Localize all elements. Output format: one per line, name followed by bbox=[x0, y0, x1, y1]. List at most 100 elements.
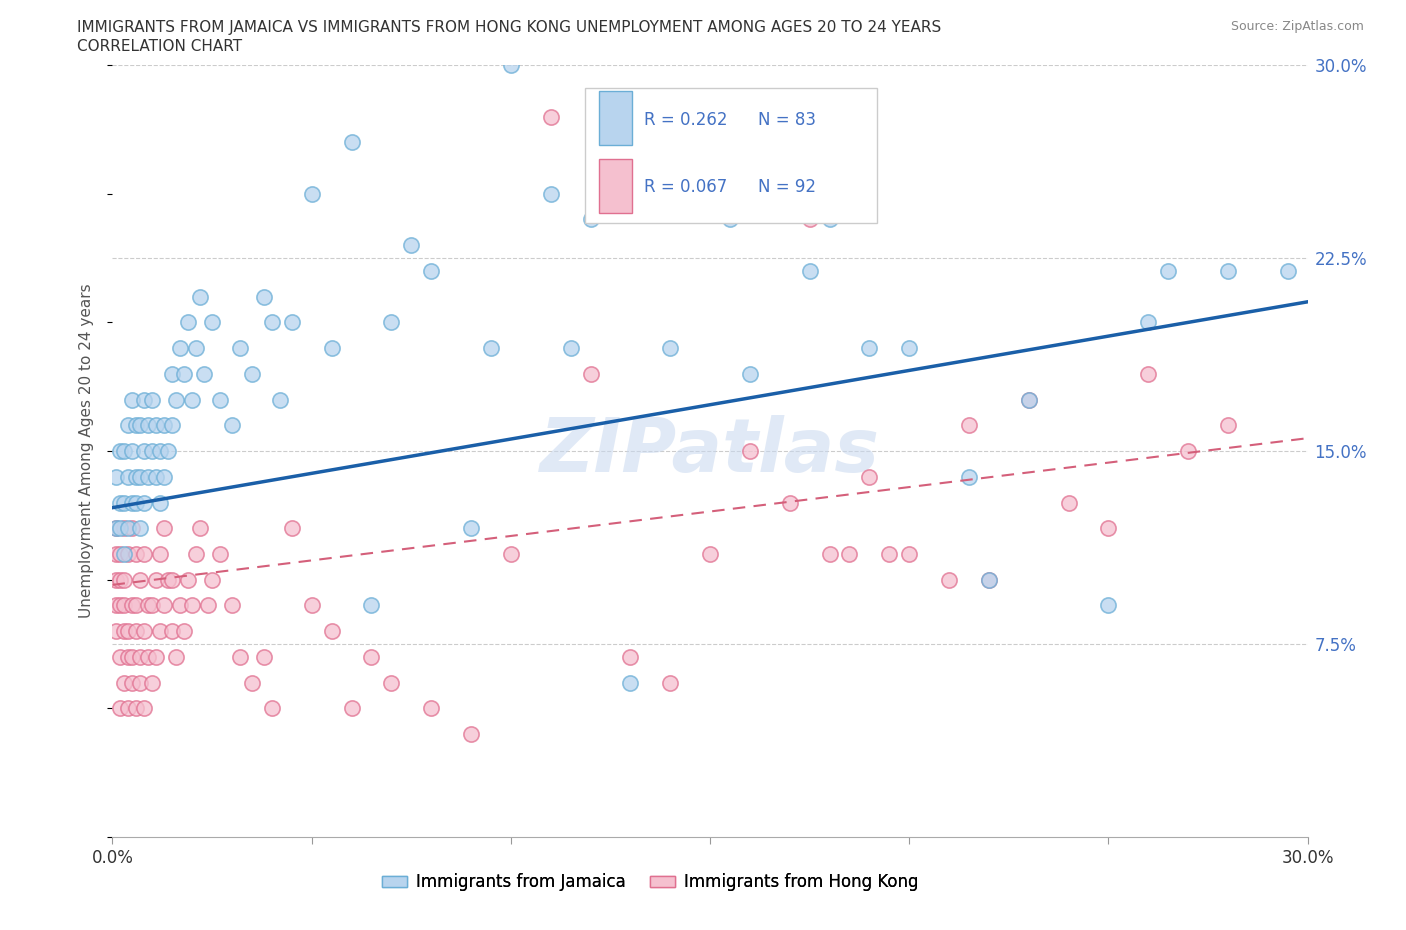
Point bbox=[281, 521, 304, 536]
Text: Source: ZipAtlas.com: Source: ZipAtlas.com bbox=[1230, 20, 1364, 33]
Point bbox=[1177, 444, 1199, 458]
Point bbox=[540, 186, 562, 201]
Point bbox=[125, 470, 148, 485]
Point bbox=[260, 315, 283, 330]
Point bbox=[818, 547, 841, 562]
Point bbox=[149, 495, 172, 510]
Point bbox=[121, 675, 143, 690]
Point bbox=[114, 444, 135, 458]
Point bbox=[879, 547, 901, 562]
Point bbox=[188, 289, 211, 304]
Point bbox=[229, 340, 252, 355]
Point bbox=[117, 547, 139, 562]
Point bbox=[114, 624, 135, 639]
FancyBboxPatch shape bbox=[585, 88, 877, 223]
Point bbox=[117, 624, 139, 639]
Point bbox=[1277, 263, 1299, 278]
Point bbox=[977, 572, 1000, 587]
Point bbox=[1137, 366, 1160, 381]
Point bbox=[360, 598, 382, 613]
Point bbox=[114, 572, 135, 587]
Point bbox=[173, 366, 195, 381]
Point bbox=[460, 726, 482, 741]
Point bbox=[129, 521, 152, 536]
Point bbox=[105, 521, 128, 536]
Point bbox=[738, 444, 761, 458]
Point bbox=[479, 340, 502, 355]
Point bbox=[121, 444, 143, 458]
Point bbox=[105, 598, 128, 613]
Point bbox=[121, 495, 143, 510]
Point bbox=[1018, 392, 1040, 407]
Point bbox=[125, 495, 148, 510]
Point bbox=[162, 572, 183, 587]
Point bbox=[738, 366, 761, 381]
Point bbox=[360, 649, 382, 664]
Point bbox=[799, 212, 821, 227]
Point bbox=[188, 521, 211, 536]
Point bbox=[281, 315, 304, 330]
FancyBboxPatch shape bbox=[599, 159, 633, 213]
Point bbox=[799, 263, 821, 278]
Point bbox=[117, 701, 139, 716]
Point bbox=[560, 340, 582, 355]
Point bbox=[957, 418, 980, 432]
Point bbox=[659, 675, 682, 690]
Point bbox=[121, 392, 143, 407]
Point bbox=[117, 649, 139, 664]
Point bbox=[138, 418, 160, 432]
Point bbox=[240, 675, 263, 690]
Point bbox=[162, 624, 183, 639]
Point bbox=[898, 340, 921, 355]
Point bbox=[149, 547, 172, 562]
Point bbox=[1097, 598, 1119, 613]
Legend: Immigrants from Jamaica, Immigrants from Hong Kong: Immigrants from Jamaica, Immigrants from… bbox=[375, 867, 925, 898]
Point bbox=[114, 598, 135, 613]
Point bbox=[197, 598, 219, 613]
Point bbox=[105, 572, 128, 587]
Point bbox=[579, 366, 602, 381]
Point bbox=[125, 624, 148, 639]
Point bbox=[1018, 392, 1040, 407]
Text: N = 92: N = 92 bbox=[758, 179, 815, 196]
Point bbox=[321, 340, 343, 355]
Point bbox=[145, 470, 167, 485]
Point bbox=[1157, 263, 1180, 278]
Point bbox=[110, 572, 132, 587]
Point bbox=[221, 418, 243, 432]
Point bbox=[380, 315, 402, 330]
Point bbox=[105, 521, 128, 536]
Text: R = 0.262: R = 0.262 bbox=[644, 111, 728, 129]
Text: IMMIGRANTS FROM JAMAICA VS IMMIGRANTS FROM HONG KONG UNEMPLOYMENT AMONG AGES 20 : IMMIGRANTS FROM JAMAICA VS IMMIGRANTS FR… bbox=[77, 20, 942, 35]
Point bbox=[1057, 495, 1080, 510]
Point bbox=[420, 263, 443, 278]
Point bbox=[229, 649, 252, 664]
Point bbox=[169, 598, 191, 613]
Point bbox=[898, 547, 921, 562]
Point bbox=[105, 547, 128, 562]
Point bbox=[134, 547, 156, 562]
Point bbox=[181, 598, 204, 613]
Point bbox=[1137, 315, 1160, 330]
Point bbox=[110, 649, 132, 664]
Point bbox=[177, 572, 200, 587]
Point bbox=[121, 598, 143, 613]
Point bbox=[121, 521, 143, 536]
Point bbox=[186, 547, 208, 562]
Point bbox=[121, 649, 143, 664]
Point bbox=[201, 315, 224, 330]
Point bbox=[141, 598, 163, 613]
Point bbox=[162, 366, 183, 381]
Point bbox=[114, 547, 135, 562]
Text: N = 83: N = 83 bbox=[758, 111, 815, 129]
Point bbox=[253, 289, 276, 304]
Point bbox=[153, 521, 176, 536]
Point bbox=[1216, 418, 1239, 432]
Point bbox=[117, 418, 139, 432]
Point bbox=[117, 521, 139, 536]
Point bbox=[240, 366, 263, 381]
Point bbox=[125, 547, 148, 562]
Point bbox=[340, 701, 363, 716]
Point bbox=[114, 495, 135, 510]
Point bbox=[957, 470, 980, 485]
